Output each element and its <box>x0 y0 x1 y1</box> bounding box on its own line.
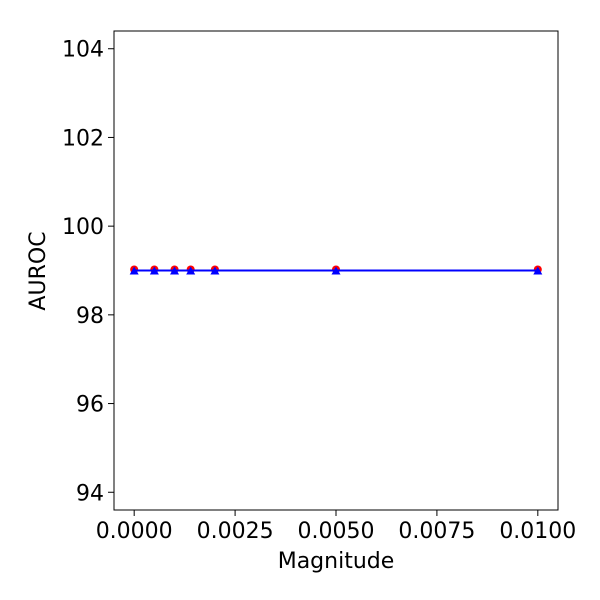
x-tick-label: 0.0100 <box>499 519 576 544</box>
x-tick-label: 0.0050 <box>298 519 375 544</box>
data-point <box>331 266 341 275</box>
x-tick-label: 0.0025 <box>197 519 274 544</box>
plot-area <box>129 265 543 275</box>
x-tick-label: 0.0075 <box>398 519 475 544</box>
y-tick-label: 98 <box>76 304 104 329</box>
y-tick-label: 96 <box>76 393 104 418</box>
y-tick-label: 94 <box>76 481 104 506</box>
x-axis: 0.0000 0.0025 0.0050 0.0075 0.0100 <box>96 510 576 544</box>
x-tick-label: 0.0000 <box>96 519 173 544</box>
data-point <box>170 266 180 275</box>
series-2 <box>129 266 543 275</box>
x-axis-label: Magnitude <box>278 549 395 574</box>
data-point <box>186 266 196 275</box>
y-axis-label: AUROC <box>26 231 51 310</box>
y-tick-label: 100 <box>62 215 104 240</box>
data-point <box>129 266 139 275</box>
data-point <box>533 266 543 275</box>
y-axis: 94 96 98 100 102 104 <box>62 38 114 506</box>
y-tick-label: 102 <box>62 126 104 151</box>
y-tick-label: 104 <box>62 38 104 63</box>
data-point <box>210 266 220 275</box>
data-point <box>149 266 159 275</box>
